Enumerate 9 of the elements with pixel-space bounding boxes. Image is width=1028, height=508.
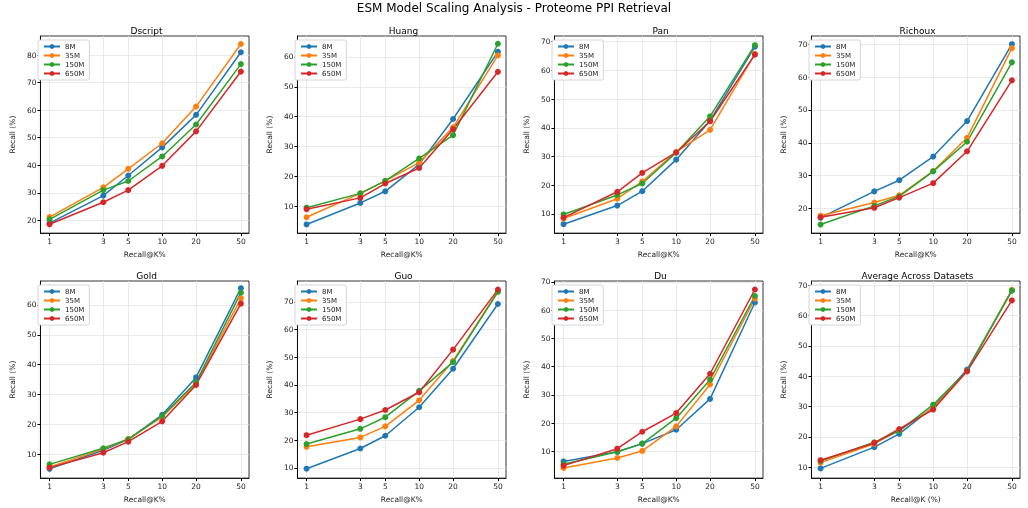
text: ESM Model Scaling Analysis - Proteome PPI Retrieval: [355, 1, 673, 15]
chart-title: Richoux: [899, 25, 937, 36]
chart-title: Gold: [136, 270, 157, 281]
chart-title: Guo: [394, 270, 414, 281]
chart-title: Pan: [652, 25, 669, 36]
chart-title: Du: [654, 270, 667, 281]
chart-title: Huang: [388, 25, 419, 36]
chart-title: Dscript: [130, 25, 163, 36]
chart-title: Average Across Datasets: [861, 270, 974, 281]
